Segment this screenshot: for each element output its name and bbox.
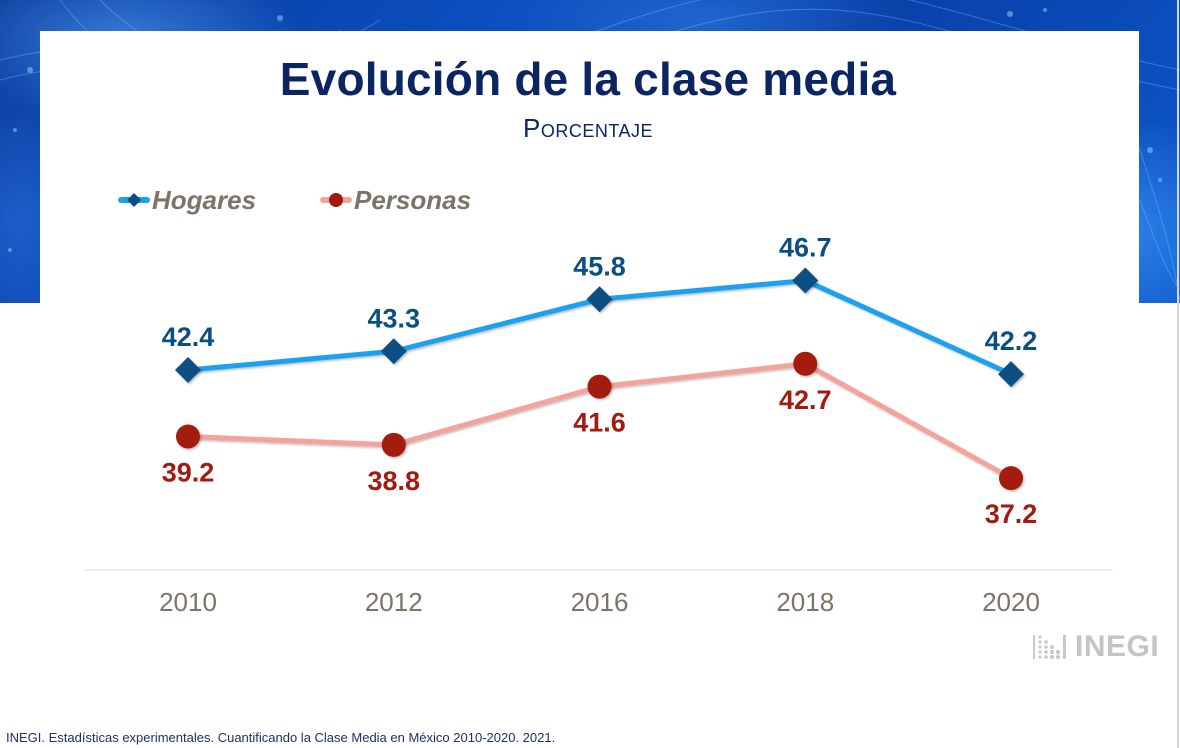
x-tick-label-2018: 2018 [776,587,834,617]
data-label-hogares-2020: 42.2 [985,326,1038,356]
data-point-hogares-2012 [380,338,407,365]
legend-item-personas: Personas [320,184,471,216]
legend-label-personas: Personas [354,184,472,215]
data-label-personas-2016: 41.6 [573,408,626,438]
data-point-personas-2018 [793,351,818,376]
data-point-personas-2010 [176,424,200,449]
data-label-personas-2020: 37.2 [985,499,1038,529]
chart-subtitle: Porcentaje [522,113,654,143]
data-point-personas-2016 [587,374,612,399]
x-tick-label-2020: 2020 [982,587,1040,617]
data-label-personas-2010: 39.2 [162,458,215,488]
data-label-personas-2012: 38.8 [367,466,420,496]
data-point-hogares-2018 [792,267,819,294]
data-point-personas-2020 [999,466,1023,491]
x-tick-label-2010: 2010 [159,587,217,617]
inegi-logo-icon [1033,635,1066,660]
x-tick-label-2016: 2016 [571,587,629,617]
data-label-hogares-2010: 42.4 [162,322,215,352]
circle-marker-icon [320,193,352,207]
data-point-personas-2012 [381,432,406,457]
data-point-hogares-2020 [998,361,1024,388]
series-personas: 39.2 38.8 41.6 42.7 37.2 [162,351,1038,529]
data-point-hogares-2010 [175,357,201,383]
data-label-hogares-2016: 45.8 [573,251,626,281]
legend-label-hogares: Hogares [152,184,257,215]
x-tick-label-2012: 2012 [365,587,423,617]
x-axis-tick-labels: 2010 2012 2016 2018 2020 [159,587,1040,617]
series-layer: 42.4 43.3 45.8 46.7 42.2 39.2 38.8 41.6 42.7 37.2 [162,233,1038,530]
inegi-logo-text: INEGI [1075,630,1160,663]
chart-title: Evolución de la clase media [279,53,897,105]
data-label-hogares-2018: 46.7 [779,233,832,263]
diamond-marker-icon [118,193,150,207]
slide-edge [1177,0,1179,748]
legend-item-hogares: Hogares [118,184,256,216]
series-hogares: 42.4 43.3 45.8 46.7 42.2 [162,233,1038,388]
source-citation: INEGI. Estadísticas experimentales. Cuan… [6,730,556,745]
data-label-hogares-2012: 43.3 [367,303,420,333]
inegi-logo: INEGI [1032,630,1159,664]
title-card [40,31,1139,303]
data-point-hogares-2016 [586,286,613,313]
data-label-personas-2018: 42.7 [779,385,832,415]
